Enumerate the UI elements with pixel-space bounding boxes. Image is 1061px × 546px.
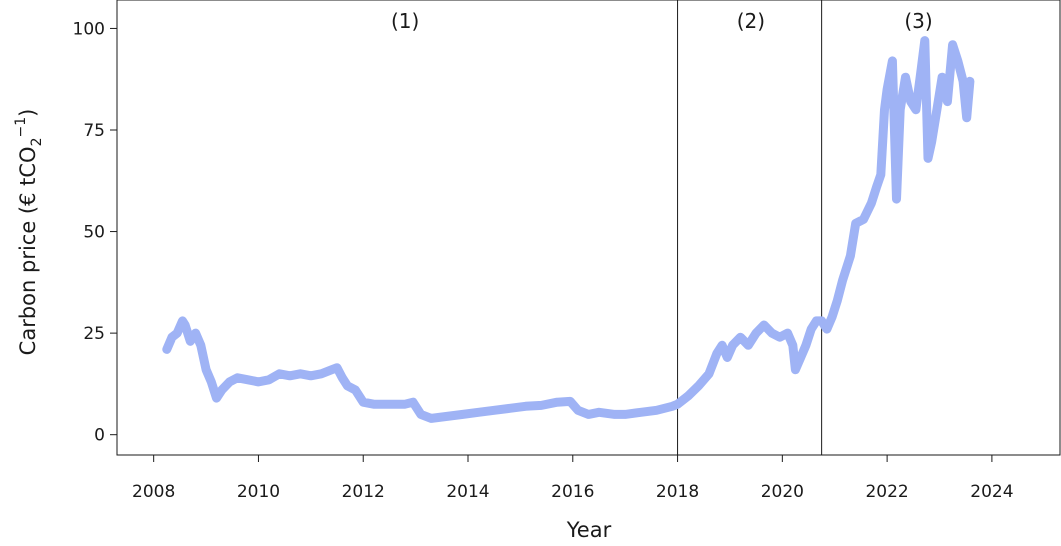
y-axis-title-superscript: −1 <box>13 117 29 138</box>
y-axis: 0 25 50 75 100 <box>73 19 117 446</box>
y-axis-title-main: Carbon price (€ tCO <box>16 146 40 355</box>
x-tick-label: 2022 <box>865 482 908 502</box>
x-tick-label: 2020 <box>761 482 804 502</box>
y-tick-label: 0 <box>94 426 105 446</box>
series-group <box>162 36 975 423</box>
plot-frame <box>116 0 1061 456</box>
x-tick-label: 2016 <box>551 482 594 502</box>
x-tick-label: 2008 <box>132 482 175 502</box>
x-tick-label: 2010 <box>237 482 280 502</box>
y-tick-label: 50 <box>83 223 105 243</box>
x-tick-label: 2012 <box>342 482 385 502</box>
carbon-price-line <box>162 36 975 423</box>
x-axis: 2008 2010 2012 2014 2016 2018 2020 2022 2024 <box>132 455 1014 502</box>
x-tick-label: 2014 <box>446 482 489 502</box>
x-tick-label: 2018 <box>656 482 699 502</box>
period-dividers <box>677 0 823 455</box>
period-label: (1) <box>391 9 419 33</box>
x-tick-label: 2024 <box>970 482 1013 502</box>
period-label: (2) <box>737 9 765 33</box>
period-labels: (1) (2) (3) <box>391 9 933 33</box>
period-label: (3) <box>904 9 932 33</box>
x-axis-title: Year <box>566 518 612 542</box>
y-tick-label: 100 <box>73 19 105 39</box>
y-axis-title: Carbon price (€ tCO2−1) <box>13 109 45 356</box>
y-axis-title-subscript: 2 <box>29 137 45 146</box>
y-axis-title-close: ) <box>16 109 40 117</box>
y-tick-label: 75 <box>83 121 105 141</box>
y-tick-label: 25 <box>83 324 105 344</box>
